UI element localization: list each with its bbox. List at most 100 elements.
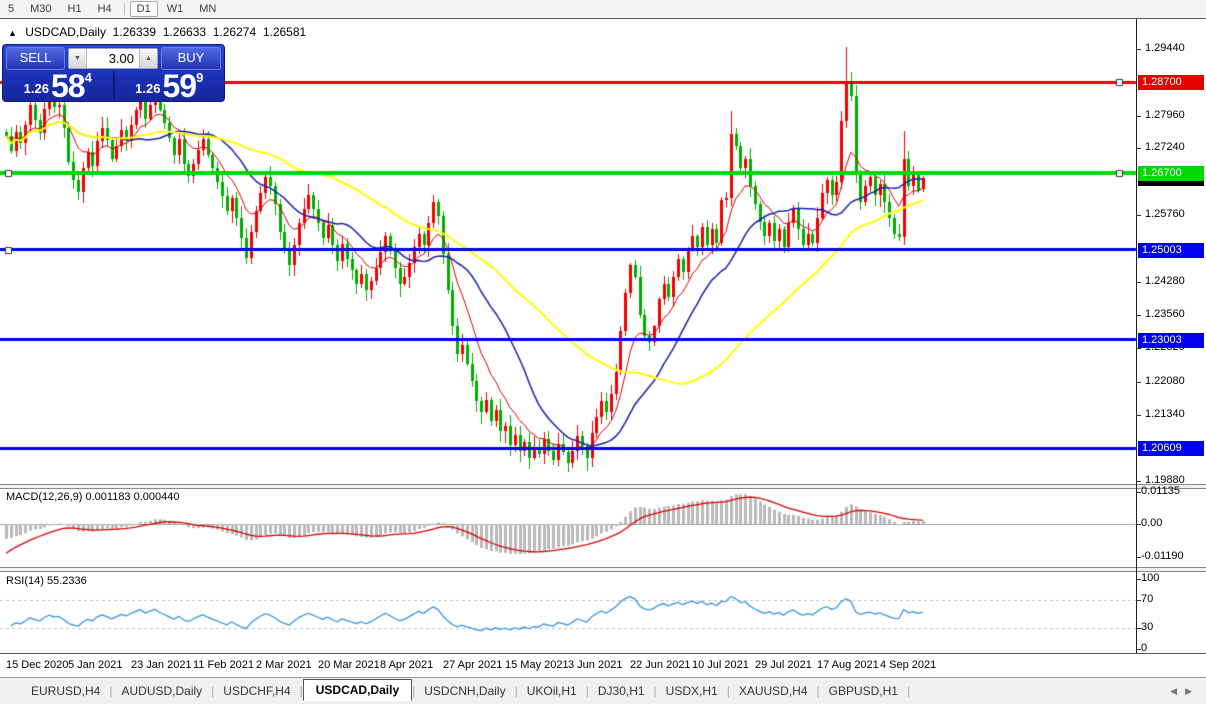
date-tick-label: 5 Jan 2021 [68,659,123,671]
tab-usdcad[interactable]: USDCAD,Daily [302,679,413,701]
tab-eurusd[interactable]: EURUSD,H4 [31,684,101,698]
price-tick-label: 1.25760 [1145,208,1185,220]
date-tick-label: 29 Jul 2021 [755,659,812,671]
volume-input[interactable] [87,48,139,68]
tab-separator: | [726,684,730,698]
price-tick-label: 1.29440 [1145,42,1185,54]
hline-price-tag: 1.23003 [1138,333,1204,348]
chart-symbol: USDCAD,Daily [25,25,106,39]
date-tick-label: 15 May 2021 [505,659,569,671]
buy-price-pip: 9 [196,70,204,85]
volume-increase-button[interactable]: ▲ [139,48,157,68]
price-scale-separator [1136,19,1137,653]
timeframe-button-mn[interactable]: MN [199,3,217,15]
price-tick-label: 1.19880 [1145,474,1185,486]
price-tick-mark [1136,481,1141,482]
rsi-tick-label: 30 [1141,621,1154,633]
trade-panel-header: SELL ▼ ▲ BUY [3,45,224,70]
tab-usdcnh[interactable]: USDCNH,Daily [424,684,506,698]
one-click-trade-panel: SELL ▼ ▲ BUY 1.26 58 4 1.26 59 [2,44,225,102]
timeframe-button-h4[interactable]: H4 [97,3,112,15]
date-tick-label: 23 Jan 2021 [131,659,192,671]
tab-gbpusd[interactable]: GBPUSD,H1 [828,684,898,698]
date-tick-label: 17 Aug 2021 [817,659,879,671]
tab-separator: | [299,684,303,698]
macd-tick-mark [1136,492,1141,493]
buy-price-big: 59 [162,68,197,104]
rsi-tick-label: 70 [1141,593,1154,605]
date-tick-label: 4 Sep 2021 [880,659,937,671]
date-tick-label: 15 Dec 2020 [6,659,69,671]
ohlc-open: 1.26339 [112,25,157,39]
price-tick-mark [1136,215,1141,216]
price-tick-mark [1136,415,1141,416]
date-tick-label: 2 Mar 2021 [256,659,312,671]
price-tick-label: 1.27960 [1145,109,1185,121]
ohlc-close: 1.26581 [262,25,307,39]
price-tick-mark [1136,116,1141,117]
date-tick-label: 10 Jul 2021 [692,659,749,671]
tab-separator: | [514,684,518,698]
timeframe-button-h1[interactable]: H1 [67,3,82,15]
tab-dj30[interactable]: DJ30,H1 [597,684,645,698]
tab-xauusd[interactable]: XAUUSD,H4 [738,684,808,698]
buy-button[interactable]: BUY [161,46,221,70]
tab-audusd[interactable]: AUDUSD,Daily [121,684,203,698]
trade-panel-prices: 1.26 58 4 1.26 59 9 [3,68,225,104]
volume-spinner: ▼ ▲ [68,47,158,69]
timeframe-button-w1[interactable]: W1 [166,3,184,15]
price-tick-mark [1136,49,1141,50]
symbol-tabs: EURUSD,H4 | AUDUSD,Daily | USDCHF,H4 | USDCAD,… [0,677,1206,704]
price-tick-label: 1.21340 [1145,408,1185,420]
price-tick-label: 1.23560 [1145,308,1185,320]
price-tick-mark [1136,315,1141,316]
rsi-indicator-label: RSI(14) 55.2336 [6,575,87,587]
price-tick-mark [1136,148,1141,149]
date-tick-label: 20 Mar 2021 [318,659,380,671]
date-tick-label: 3 Jun 2021 [568,659,623,671]
volume-decrease-button[interactable]: ▼ [69,48,87,68]
tab-separator: | [653,684,657,698]
date-tick-label: 22 Jun 2021 [630,659,691,671]
tab-separator: | [412,684,416,698]
rsi-tick-label: 100 [1141,572,1160,584]
buy-price-head: 1.26 [135,81,161,96]
price-chart-canvas[interactable] [0,19,1206,678]
macd-pane-splitter[interactable] [0,484,1206,489]
rsi-tick-mark [1136,579,1141,580]
tab-usdchf[interactable]: USDCHF,H4 [223,684,291,698]
tab-separator: | [906,684,911,698]
toolbar-separator [123,3,125,15]
timeframe-button-m30[interactable]: M30 [30,3,52,15]
ohlc-high: 1.26633 [162,25,207,39]
tab-ukoil[interactable]: UKOil,H1 [526,684,577,698]
sell-button[interactable]: SELL [6,46,65,70]
hline-price-tag: 1.20609 [1138,441,1204,456]
timeframe-button-d1[interactable]: D1 [129,1,158,17]
sell-price-head: 1.26 [23,81,49,96]
tab-separator: | [585,684,589,698]
rsi-pane-splitter[interactable] [0,567,1206,572]
price-tick-label: 1.27240 [1145,141,1185,153]
macd-indicator-label: MACD(12,26,9) 0.001183 0.000440 [6,491,180,503]
tab-scroll-right-icon[interactable]: ▶ [1185,686,1200,696]
price-tick-label: 1.24280 [1145,275,1185,287]
buy-price[interactable]: 1.26 59 9 [115,68,225,104]
chevron-up-icon: ▲ [145,54,152,62]
trade-panel-divider [112,71,115,99]
sell-price[interactable]: 1.26 58 4 [3,68,113,104]
macd-tick-label: 0.00 [1141,517,1163,529]
timeframe-toolbar: 5 M30 H1 H4 D1 W1 MN [0,0,1206,19]
sell-price-big: 58 [50,68,86,104]
price-tick-label: 1.22080 [1145,375,1185,387]
chart-title: ▲ USDCAD,Daily 1.26339 1.26633 1.26274 1… [8,25,306,39]
symbol-marker-icon: ▲ [8,28,17,38]
hline-price-tag: 1.25003 [1138,243,1204,258]
tab-usdx[interactable]: USDX,H1 [665,684,718,698]
price-tick-mark [1136,282,1141,283]
timeframe-button-5[interactable]: 5 [8,3,15,15]
tab-scroll-arrows[interactable]: ◀▶ [1170,686,1200,697]
tab-separator: | [211,684,215,698]
tab-scroll-left-icon[interactable]: ◀ [1170,686,1186,696]
